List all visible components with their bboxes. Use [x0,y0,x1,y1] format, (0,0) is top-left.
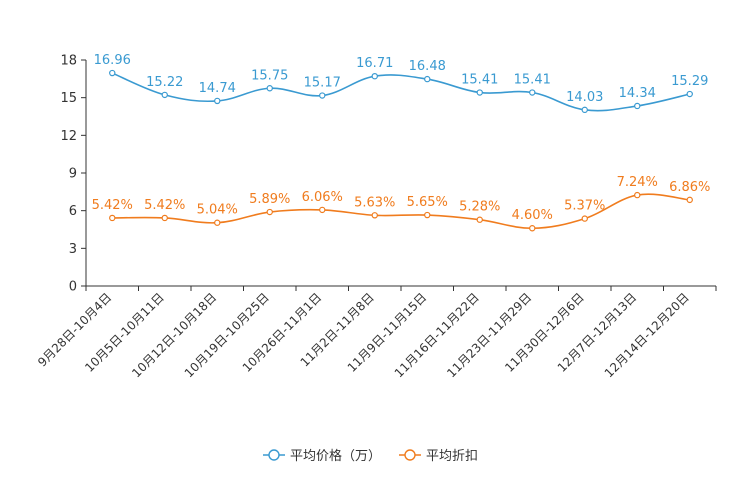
legend-label: 平均价格（万） [290,448,381,464]
y-tick-label: 6 [69,204,77,219]
data-label: 7.24% [617,175,658,190]
data-point [424,75,431,83]
y-tick-label: 9 [69,167,77,182]
data-label: 6.06% [302,190,343,205]
data-label: 15.17 [304,76,341,91]
legend-label: 平均折扣 [426,449,478,464]
data-label: 5.42% [92,198,133,213]
data-point [266,85,273,92]
data-point [476,216,483,223]
data-label: 16.96 [94,53,131,68]
data-label: 15.75 [251,68,288,83]
data-label: 14.03 [566,90,603,105]
data-point [371,212,378,219]
y-tick-label: 0 [69,280,77,295]
data-label: 5.65% [407,195,448,210]
data-point [109,214,116,222]
data-label: 15.41 [514,73,551,88]
series-line [111,72,690,112]
legend-item-2: 平均折扣 [399,449,478,464]
data-label: 16.48 [409,59,446,74]
y-tick-label: 18 [60,54,77,69]
data-point [161,214,168,222]
data-label: 5.42% [144,198,185,213]
data-label: 16.71 [356,56,393,71]
data-point [529,225,536,232]
y-tick-label: 15 [60,91,77,106]
data-point [686,196,693,204]
legend: 平均价格（万） 平均折扣 [263,448,478,464]
legend-item-1: 平均价格（万） [263,448,381,464]
data-point [319,206,326,214]
data-label: 14.74 [199,81,236,96]
data-point [266,208,273,216]
data-point [424,211,431,219]
data-label: 15.22 [146,75,183,90]
data-point [109,69,116,77]
data-label: 5.37% [564,199,605,214]
data-point [214,97,221,105]
data-point [634,191,641,199]
data-point [214,219,221,226]
data-point [371,72,378,80]
data-point [686,90,693,98]
legend-marker-icon [404,449,416,461]
data-point [161,91,168,99]
data-label: 15.41 [461,73,498,88]
series-line [112,193,690,230]
data-point [529,89,536,96]
data-label: 14.34 [619,86,656,101]
y-tick-label: 12 [60,129,77,144]
data-label: 4.60% [512,208,553,223]
series-2: 5.42% 5.42% 5.04% 5.89% 6.06% 5.63% 5.65% 5.28%… [92,175,710,232]
data-point [319,92,326,99]
data-point [634,102,641,110]
series-1: 16.96 15.22 14.74 15.75 15.17 16.71 16.48 15.41… [94,53,708,114]
y-tick-label: 3 [69,242,77,257]
data-point [581,215,588,222]
data-label: 15.29 [671,74,708,89]
data-label: 5.89% [249,192,290,207]
data-label: 6.86% [669,180,710,195]
data-label: 5.04% [197,203,238,218]
data-label: 5.63% [354,195,395,210]
data-point [581,106,588,114]
data-label: 5.28% [459,200,500,215]
series-layer: 16.96 15.22 14.74 15.75 15.17 16.71 16.48 15.41… [92,53,710,232]
data-point [476,89,483,96]
legend-marker-icon [268,449,280,461]
